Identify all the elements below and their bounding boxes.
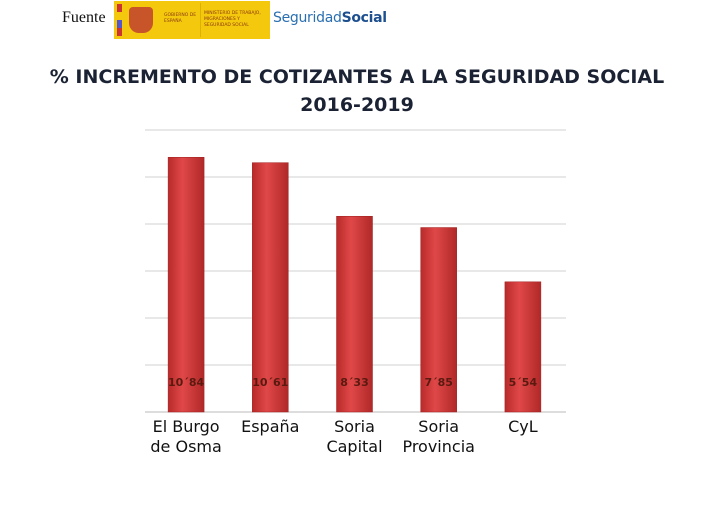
flag-stripe	[117, 4, 122, 36]
bar	[420, 227, 457, 413]
bar	[252, 162, 289, 413]
gobierno-logo: GOBIERNO DE ESPAÑA MINISTERIO DE TRABAJO…	[114, 1, 270, 39]
data-label: 10´61	[252, 376, 288, 389]
data-label: 5´54	[509, 376, 538, 389]
category-label: Capital	[326, 437, 382, 456]
logo-ministerio-text: MINISTERIO DE TRABAJO, MIGRACIONES Y SEG…	[204, 11, 261, 28]
category-label: CyL	[508, 417, 538, 436]
bar	[167, 157, 205, 413]
category-label: España	[241, 417, 299, 436]
data-label: 7´85	[424, 376, 452, 389]
logo-gobierno-text: GOBIERNO DE ESPAÑA	[164, 13, 197, 24]
data-label: 10´84	[168, 376, 204, 389]
seguridad-social-logo: SeguridadSocial	[273, 10, 387, 26]
category-label: Soria	[418, 417, 459, 436]
logo-divider	[200, 3, 201, 37]
bar	[504, 281, 542, 413]
coat-of-arms-icon	[129, 7, 153, 33]
logo-ss-part1: Seguridad	[273, 10, 342, 26]
category-label: Soria	[334, 417, 375, 436]
chart-subtitle: 2016-2019	[300, 94, 414, 116]
category-label: Provincia	[402, 437, 474, 456]
category-label: El Burgo	[153, 417, 220, 436]
source-label: Fuente	[62, 9, 106, 26]
chart-title: % INCREMENTO DE COTIZANTES A LA SEGURIDA…	[49, 66, 665, 88]
data-label: 8´33	[340, 376, 368, 389]
bar	[336, 215, 373, 413]
category-label: de Osma	[150, 437, 221, 456]
logo-ss-part2: Social	[341, 10, 388, 26]
